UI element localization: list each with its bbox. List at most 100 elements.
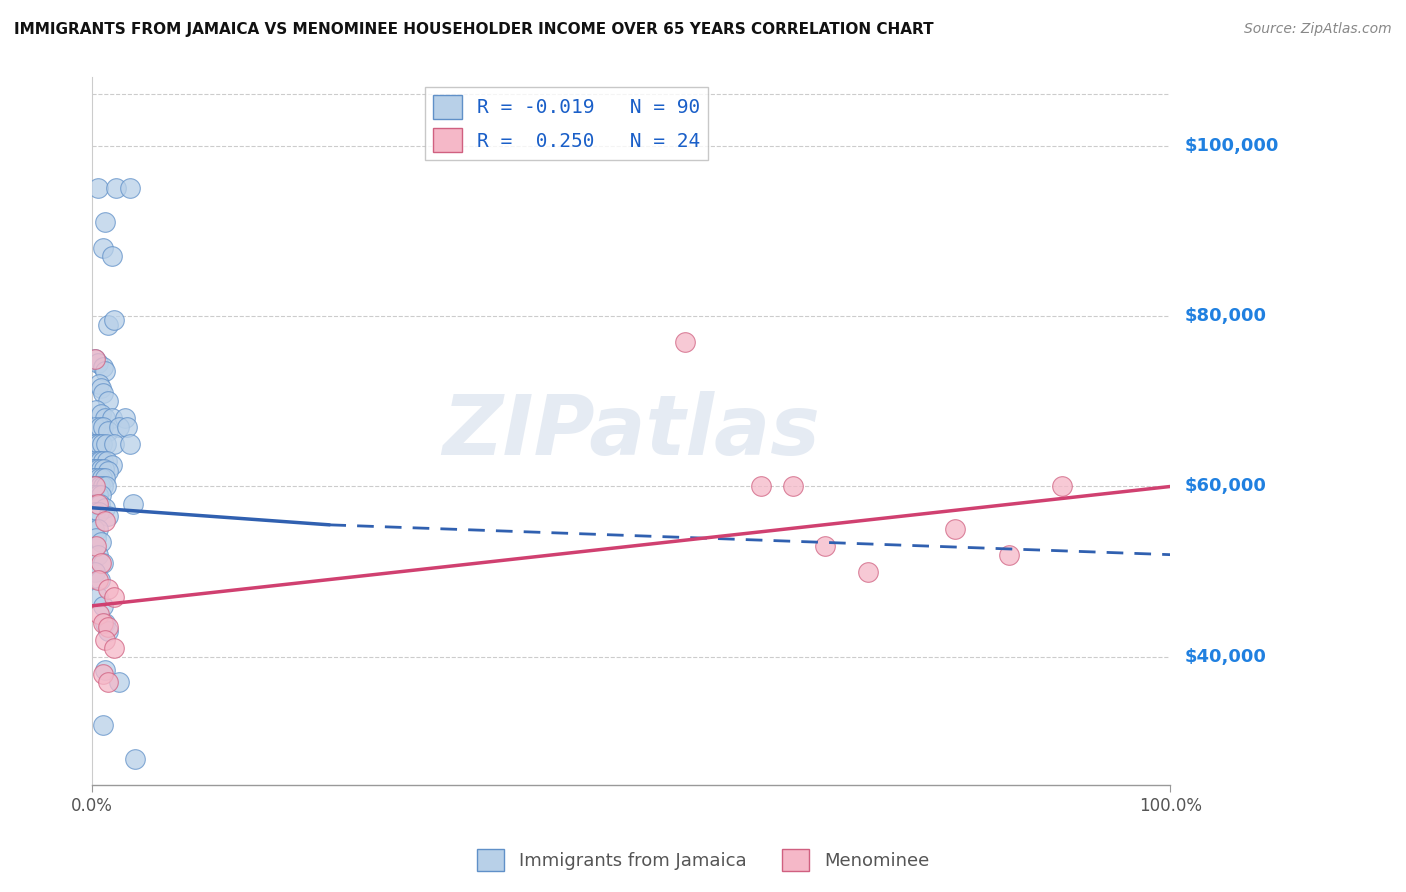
Point [108, 675, 131, 690]
Point [91, 454, 114, 468]
Point [673, 334, 696, 349]
Text: $60,000: $60,000 [1184, 477, 1265, 495]
Point [90, 382, 112, 396]
Point [103, 591, 125, 605]
Point [86, 488, 108, 502]
Point [943, 522, 966, 536]
Point [96, 437, 118, 451]
Text: Source: ZipAtlas.com: Source: ZipAtlas.com [1244, 22, 1392, 37]
Point [103, 313, 125, 327]
Text: $40,000: $40,000 [1184, 648, 1265, 666]
Point [83, 488, 105, 502]
Point [94, 500, 117, 515]
Point [84, 420, 107, 434]
Point [86, 479, 108, 493]
Point [90, 534, 112, 549]
Point [94, 215, 117, 229]
Point [91, 241, 114, 255]
Point [89, 573, 111, 587]
Legend: R = -0.019   N = 90, R =  0.250   N = 24: R = -0.019 N = 90, R = 0.250 N = 24 [425, 87, 709, 160]
Point [108, 420, 131, 434]
Point [90, 556, 112, 570]
Point [97, 620, 120, 634]
Point [87, 607, 110, 622]
Point [87, 437, 110, 451]
Point [96, 454, 118, 468]
Point [749, 479, 772, 493]
Point [86, 402, 108, 417]
Point [87, 471, 110, 485]
Point [97, 318, 120, 332]
Point [124, 752, 146, 766]
Point [89, 479, 111, 493]
Point [114, 411, 136, 425]
Point [118, 437, 141, 451]
Point [94, 471, 117, 485]
Point [1052, 479, 1074, 493]
Legend: Immigrants from Jamaica, Menominee: Immigrants from Jamaica, Menominee [470, 842, 936, 879]
Point [97, 424, 120, 438]
Point [84, 351, 107, 366]
Point [97, 509, 120, 524]
Point [86, 496, 108, 510]
Text: IMMIGRANTS FROM JAMAICA VS MENOMINEE HOUSEHOLDER INCOME OVER 65 YEARS CORRELATIO: IMMIGRANTS FROM JAMAICA VS MENOMINEE HOU… [14, 22, 934, 37]
Point [94, 632, 117, 647]
Point [91, 479, 114, 493]
Point [122, 496, 145, 510]
Point [86, 181, 108, 195]
Point [83, 479, 105, 493]
Point [93, 462, 115, 476]
Point [86, 437, 108, 451]
Point [84, 351, 107, 366]
Point [97, 464, 120, 478]
Point [86, 539, 108, 553]
Point [82, 488, 104, 502]
Point [91, 718, 114, 732]
Point [94, 615, 117, 630]
Point [94, 364, 117, 378]
Point [94, 663, 117, 677]
Point [858, 565, 880, 579]
Point [91, 385, 114, 400]
Point [86, 454, 108, 468]
Point [103, 437, 125, 451]
Point [86, 522, 108, 536]
Point [997, 548, 1019, 562]
Point [100, 249, 122, 263]
Point [115, 420, 138, 434]
Point [84, 462, 107, 476]
Point [83, 522, 105, 536]
Point [86, 462, 108, 476]
Point [90, 437, 112, 451]
Point [86, 591, 108, 605]
Point [82, 479, 104, 493]
Point [782, 479, 804, 493]
Point [91, 599, 114, 613]
Point [87, 505, 110, 519]
Point [91, 556, 114, 570]
Point [83, 454, 105, 468]
Text: $80,000: $80,000 [1184, 307, 1267, 325]
Point [89, 454, 111, 468]
Point [86, 548, 108, 562]
Point [118, 181, 141, 195]
Point [89, 420, 111, 434]
Point [91, 420, 114, 434]
Point [89, 496, 111, 510]
Point [97, 582, 120, 596]
Point [83, 437, 105, 451]
Point [83, 496, 105, 510]
Point [84, 565, 107, 579]
Point [86, 573, 108, 587]
Point [82, 471, 104, 485]
Point [84, 471, 107, 485]
Point [86, 531, 108, 545]
Point [96, 479, 118, 493]
Point [86, 356, 108, 370]
Point [91, 360, 114, 375]
Point [90, 407, 112, 421]
Text: ZIPatlas: ZIPatlas [443, 391, 820, 472]
Point [84, 479, 107, 493]
Point [97, 675, 120, 690]
Point [90, 462, 112, 476]
